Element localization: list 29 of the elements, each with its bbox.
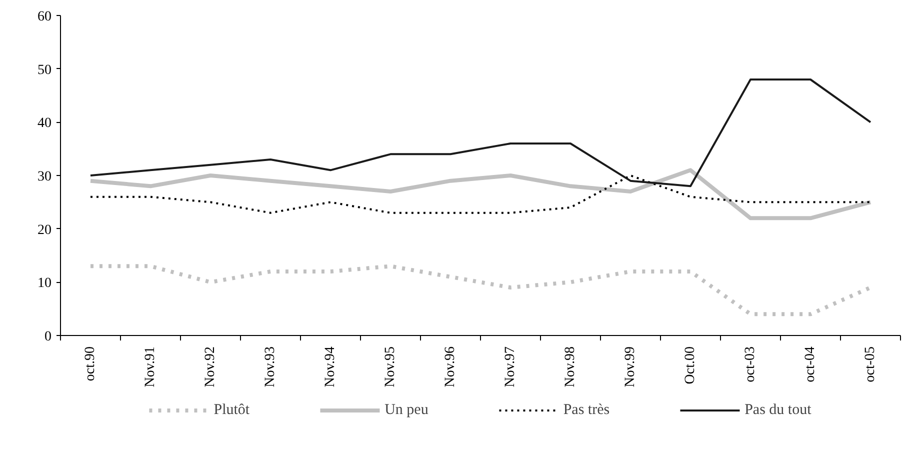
x-tick-label: oct-05 xyxy=(863,346,878,382)
y-tick-label: 10 xyxy=(38,276,52,292)
y-tick-label: 60 xyxy=(38,10,52,24)
line-series xyxy=(88,168,872,220)
x-tick-label: Nov.99 xyxy=(623,346,638,388)
x-tick-label: Nov.97 xyxy=(503,346,518,388)
line-series xyxy=(90,174,872,214)
x-tick-label: Nov.93 xyxy=(263,346,278,388)
x-tick-label: Nov.92 xyxy=(203,346,218,388)
x-tick-label: oct.90 xyxy=(83,346,98,382)
x-tick-label: oct-03 xyxy=(743,346,758,382)
x-tick-label: Nov.94 xyxy=(323,346,338,388)
legend-label: Pas du tout xyxy=(744,402,812,418)
x-tick-label: Nov.91 xyxy=(143,346,158,388)
legend-label: Pas très xyxy=(563,402,610,418)
y-tick-label: 50 xyxy=(38,62,52,78)
legend-label: Un peu xyxy=(384,402,428,418)
line-series xyxy=(88,264,872,316)
x-tick-label: Nov.96 xyxy=(443,346,458,388)
x-tick-label: Nov.98 xyxy=(563,346,578,388)
y-tick-label: 0 xyxy=(44,330,52,344)
y-tick-label: 30 xyxy=(38,170,52,184)
x-tick-label: Oct.00 xyxy=(683,346,698,384)
y-tick-label: 40 xyxy=(38,116,52,132)
x-tick-label: oct-04 xyxy=(803,346,818,382)
line-series xyxy=(90,78,872,188)
x-tick-label: Nov.95 xyxy=(383,346,398,388)
legend-label: Plutôt xyxy=(214,402,250,418)
y-tick-label: 20 xyxy=(38,222,52,238)
